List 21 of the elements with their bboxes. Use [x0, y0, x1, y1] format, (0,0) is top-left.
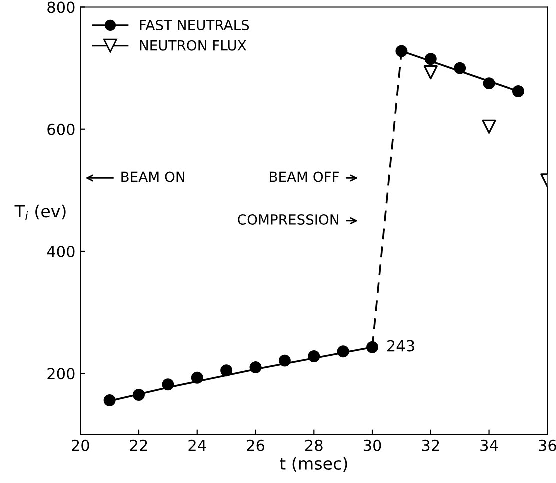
y-tick-label: 800: [48, 2, 75, 14]
y-tick-label: 200: [48, 368, 75, 380]
annotation: BEAM ON: [122, 172, 184, 182]
x-tick-label: 22: [130, 440, 148, 452]
annotation: 243: [388, 340, 414, 352]
x-tick-label: 36: [539, 440, 556, 452]
x-tick-label: 32: [422, 440, 440, 452]
x-tick-label: 26: [247, 440, 265, 452]
y-tick-label: 400: [47, 246, 75, 258]
x-tick-label: 30: [364, 440, 382, 452]
y-axis-title: T$_{i}$ (ev): [14, 204, 66, 220]
x-axis-title: t (msec): [280, 457, 348, 472]
x-tick-label: 34: [480, 440, 498, 452]
annotation: BEAM OFF: [270, 172, 340, 182]
annotation: COMPRESSION: [238, 214, 338, 225]
x-tick-label: 20: [72, 440, 90, 452]
x-tick-label: 28: [306, 440, 323, 452]
x-tick-label: 24: [188, 440, 206, 452]
legend-label: NEUTRON FLUX: [140, 40, 246, 51]
y-tick-label: 600: [48, 124, 75, 136]
legend-label: FAST NEUTRALS: [140, 20, 250, 30]
